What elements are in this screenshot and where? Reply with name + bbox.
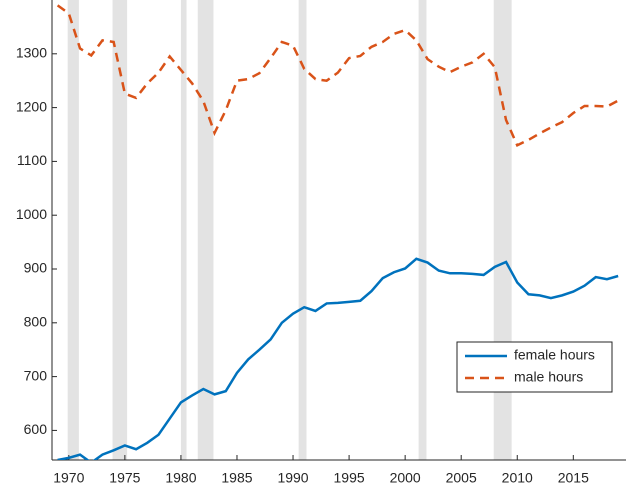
shaded-period (67, 0, 79, 460)
y-tick-label: 700 (24, 367, 48, 383)
x-tick-label: 2010 (502, 470, 533, 486)
x-tick-label: 1980 (165, 470, 196, 486)
x-tick-label: 2000 (390, 470, 421, 486)
legend-label: female hours (514, 347, 595, 363)
y-tick-label: 1000 (16, 206, 47, 222)
x-tick-label: 1970 (53, 470, 84, 486)
line-series (57, 257, 619, 460)
shaded-period (197, 0, 214, 460)
x-tick-label: 1985 (221, 470, 252, 486)
legend-box (456, 341, 613, 393)
x-tick-label: 2005 (446, 470, 477, 486)
x-tick-label: 1975 (109, 470, 140, 486)
legend-label: male hours (514, 369, 583, 385)
x-tick-label: 1995 (334, 470, 365, 486)
y-tick-label: 1100 (17, 152, 47, 168)
y-tick-label: 1300 (16, 45, 47, 61)
shaded-period (112, 0, 128, 460)
y-tick-label: 600 (24, 421, 48, 437)
shaded-period (418, 0, 427, 460)
line-series (56, 4, 619, 147)
x-tick-label: 1990 (277, 470, 308, 486)
shaded-period (298, 0, 307, 460)
x-tick-label: 2015 (558, 470, 589, 486)
shaded-period (180, 0, 187, 460)
y-tick-label: 1200 (16, 98, 47, 114)
y-tick-label: 800 (24, 314, 48, 330)
y-tick-label: 900 (24, 260, 48, 276)
